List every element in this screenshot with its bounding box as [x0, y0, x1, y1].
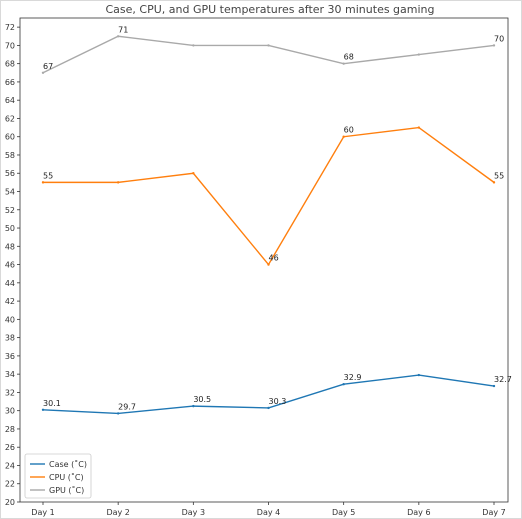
- data-label: 30.5: [193, 395, 211, 404]
- y-tick-label: 68: [5, 60, 15, 69]
- x-tick-label: Day 2: [106, 508, 129, 517]
- y-tick-label: 48: [5, 242, 15, 251]
- data-label: 70: [494, 34, 504, 43]
- data-point: [116, 181, 120, 184]
- data-label: 67: [43, 62, 53, 71]
- data-label: 68: [344, 53, 354, 62]
- data-point: [492, 44, 496, 47]
- data-point: [267, 44, 270, 47]
- data-point: [41, 408, 45, 411]
- series-1: 55 46 60 55: [41, 126, 504, 266]
- data-point: [116, 35, 120, 38]
- data-label: 60: [344, 126, 354, 135]
- y-tick-label: 60: [5, 133, 15, 142]
- data-point: [342, 135, 345, 138]
- x-tick-label: Day 1: [31, 508, 54, 517]
- data-label: 55: [43, 171, 53, 180]
- y-tick-label: 36: [5, 352, 15, 361]
- x-tick-label: Day 4: [257, 508, 280, 517]
- series-2: 67 71 68 70: [41, 25, 504, 74]
- data-label: 32.7: [494, 375, 512, 384]
- data-label: 32.9: [344, 373, 362, 382]
- y-tick-label: 20: [5, 498, 15, 507]
- data-point: [192, 44, 195, 47]
- y-tick-label: 56: [5, 169, 15, 178]
- y-tick-label: 26: [5, 443, 15, 452]
- legend-label: Case (˚C): [49, 459, 87, 469]
- data-label: 29.7: [118, 402, 136, 411]
- y-tick-label: 66: [5, 78, 15, 87]
- data-point: [267, 406, 270, 410]
- y-tick-label: 32: [5, 388, 15, 397]
- data-point: [342, 382, 345, 386]
- plot-area: [19, 17, 509, 503]
- data-label: 55: [494, 171, 504, 180]
- series-line: [43, 126, 495, 266]
- y-tick-label: 70: [5, 41, 15, 50]
- data-label: 30.3: [269, 397, 287, 406]
- legend-label: GPU (˚C): [49, 485, 84, 495]
- data-point: [116, 412, 120, 415]
- data-label: 46: [269, 254, 279, 263]
- data-point: [492, 384, 496, 388]
- x-axis: Day 1 Day 2 Day 3 Day 4 Day 5 Day 6 Day 7: [31, 502, 506, 517]
- y-tick-label: 54: [5, 188, 15, 197]
- data-point: [342, 62, 345, 65]
- x-tick-label: Day 7: [482, 508, 505, 517]
- chart-title: Case, CPU, and GPU temperatures after 30…: [105, 3, 434, 16]
- data-point: [41, 71, 45, 74]
- y-axis: 20 22 24 26 28 30 32 34 36 38 40 42 44 46 48 50 52 54 56 58…: [5, 23, 20, 507]
- y-tick-label: 58: [5, 151, 15, 160]
- y-tick-label: 62: [5, 114, 15, 123]
- y-tick-label: 38: [5, 334, 15, 343]
- y-tick-label: 22: [5, 480, 15, 489]
- data-point: [192, 404, 195, 408]
- y-tick-label: 46: [5, 261, 15, 270]
- data-point: [492, 181, 496, 184]
- y-tick-label: 24: [5, 461, 15, 470]
- y-tick-label: 44: [5, 279, 15, 288]
- legend-box: [24, 453, 92, 499]
- y-tick-label: 30: [5, 407, 15, 416]
- series-line: [42, 35, 495, 74]
- y-tick-label: 72: [5, 23, 15, 32]
- data-point: [192, 172, 195, 175]
- series-0: 30.1 29.7 30.5 30.3 32.9 32.7: [41, 373, 512, 415]
- x-tick-label: Day 6: [407, 508, 430, 517]
- data-point: [417, 373, 421, 377]
- data-point: [417, 53, 421, 56]
- x-tick-label: Day 3: [182, 508, 205, 517]
- data-point: [417, 126, 421, 129]
- data-label: 30.1: [43, 399, 61, 408]
- y-tick-label: 64: [5, 96, 15, 105]
- y-tick-label: 40: [5, 315, 15, 324]
- series-layer: 30.1 29.7 30.5 30.3 32.9 32.7 55 46 60 55 67 71 68 70: [41, 25, 512, 415]
- data-point: [267, 263, 270, 266]
- x-tick-label: Day 5: [332, 508, 355, 517]
- y-tick-label: 42: [5, 297, 15, 306]
- y-tick-label: 34: [5, 370, 15, 379]
- y-tick-label: 50: [5, 224, 15, 233]
- legend: Case (˚C) CPU (˚C) GPU (˚C): [24, 453, 92, 499]
- data-point: [41, 181, 45, 184]
- y-tick-label: 28: [5, 425, 15, 434]
- y-tick-label: 52: [5, 206, 15, 215]
- legend-label: CPU (˚C): [49, 472, 84, 482]
- data-label: 71: [118, 25, 128, 34]
